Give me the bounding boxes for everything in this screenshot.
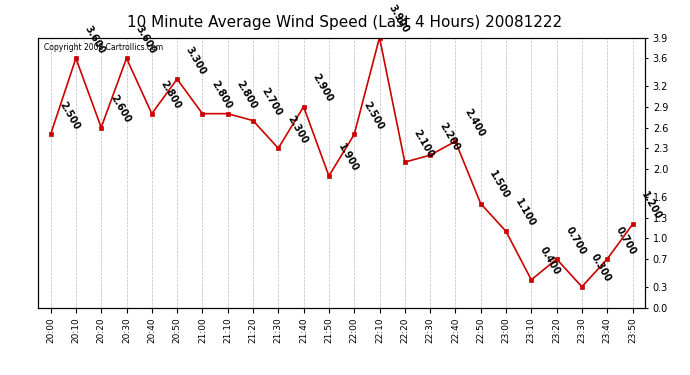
Text: 2.800: 2.800 — [235, 79, 259, 111]
Text: 0.400: 0.400 — [538, 245, 562, 277]
Text: 3.600: 3.600 — [83, 24, 107, 56]
Text: Copyright 2008 Cartrollics.com: Copyright 2008 Cartrollics.com — [44, 43, 163, 52]
Text: 2.800: 2.800 — [209, 79, 233, 111]
Text: 2.500: 2.500 — [361, 100, 385, 132]
Text: 2.300: 2.300 — [285, 114, 309, 146]
Text: 2.100: 2.100 — [412, 128, 436, 159]
Text: 0.300: 0.300 — [589, 252, 613, 284]
Text: 1.200: 1.200 — [640, 190, 664, 222]
Text: 3.600: 3.600 — [133, 24, 157, 56]
Text: 2.900: 2.900 — [310, 72, 335, 104]
Text: 10 Minute Average Wind Speed (Last 4 Hours) 20081222: 10 Minute Average Wind Speed (Last 4 Hou… — [128, 15, 562, 30]
Text: 3.300: 3.300 — [184, 45, 208, 76]
Text: 2.200: 2.200 — [437, 121, 461, 152]
Text: 2.400: 2.400 — [462, 107, 486, 139]
Text: 3.900: 3.900 — [386, 3, 411, 35]
Text: 2.600: 2.600 — [108, 93, 132, 125]
Text: 2.800: 2.800 — [159, 79, 183, 111]
Text: 0.700: 0.700 — [564, 225, 588, 256]
Text: 2.700: 2.700 — [260, 86, 284, 118]
Text: 1.100: 1.100 — [513, 197, 537, 229]
Text: 1.500: 1.500 — [488, 169, 512, 201]
Text: 2.500: 2.500 — [57, 100, 81, 132]
Text: 0.700: 0.700 — [614, 225, 638, 256]
Text: 1.900: 1.900 — [336, 141, 360, 173]
